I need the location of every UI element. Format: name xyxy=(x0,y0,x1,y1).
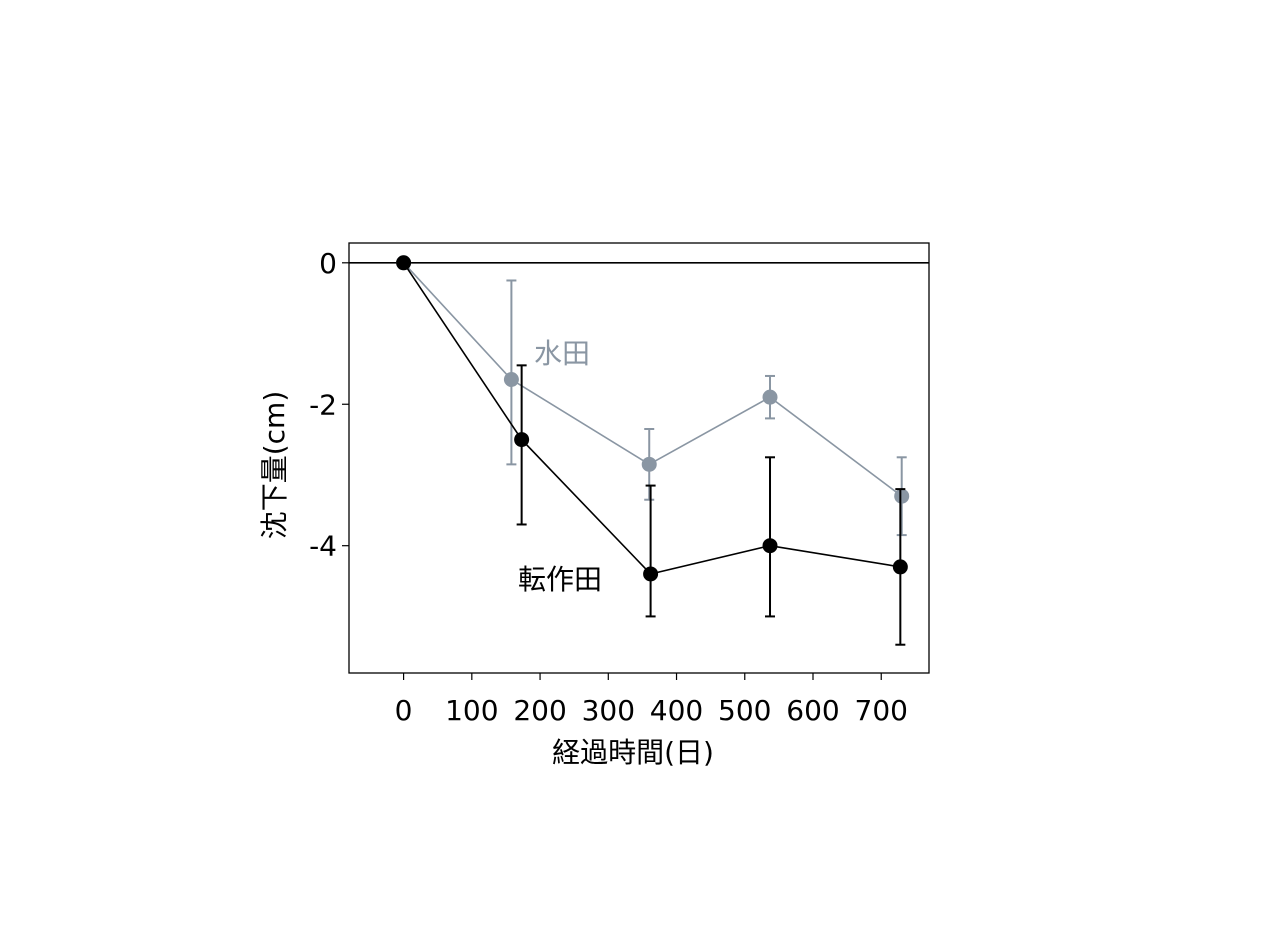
x-axis: 0 100 200 300 400 500 600 700 xyxy=(395,673,908,727)
series-1 xyxy=(396,255,908,646)
x-tick-label: 300 xyxy=(582,694,635,727)
x-tick-label: 500 xyxy=(718,694,771,727)
y-axis: 0 -2 -4 xyxy=(309,247,349,563)
y-tick-label: 0 xyxy=(319,247,337,280)
data-point xyxy=(762,538,778,554)
plot-frame xyxy=(348,242,930,674)
y-tick-label: -2 xyxy=(309,388,337,421)
series-line xyxy=(402,262,901,575)
data-point xyxy=(503,371,519,387)
data-point xyxy=(643,566,659,582)
x-tick-label: 200 xyxy=(513,694,566,727)
series-label-suiden: 水田 xyxy=(534,337,590,370)
y-axis-title: 沈下量(cm) xyxy=(258,391,291,540)
data-point xyxy=(641,456,657,472)
x-tick-label: 400 xyxy=(650,694,703,727)
series-label-tensakuden: 転作田 xyxy=(518,563,602,596)
x-axis-title: 経過時間(日) xyxy=(552,736,714,769)
data-point xyxy=(894,488,910,504)
x-tick-label: 100 xyxy=(445,694,498,727)
y-tick-label: -4 xyxy=(309,530,337,563)
data-point xyxy=(892,559,908,575)
x-tick-label: 0 xyxy=(395,694,413,727)
series-layer xyxy=(396,255,910,646)
data-point xyxy=(396,255,412,271)
data-point xyxy=(762,389,778,405)
x-tick-label: 600 xyxy=(786,694,839,727)
series-0 xyxy=(396,255,910,537)
data-point xyxy=(514,432,530,448)
x-tick-label: 700 xyxy=(855,694,908,727)
